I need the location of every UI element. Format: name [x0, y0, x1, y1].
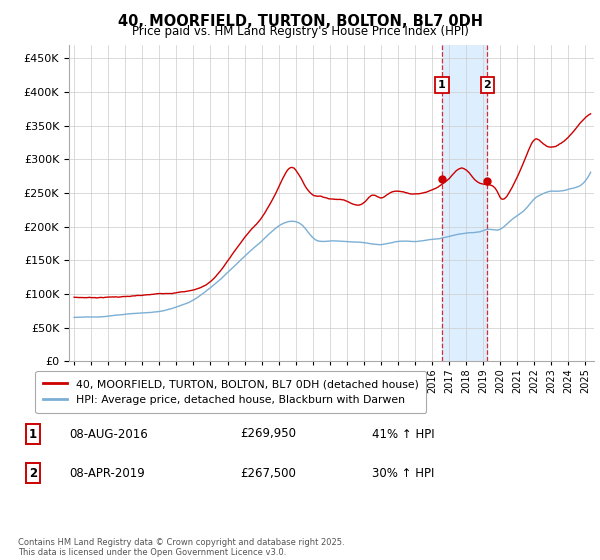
Text: £267,500: £267,500 [240, 466, 296, 480]
Text: £269,950: £269,950 [240, 427, 296, 441]
Text: 1: 1 [438, 80, 446, 90]
Legend: 40, MOORFIELD, TURTON, BOLTON, BL7 0DH (detached house), HPI: Average price, det: 40, MOORFIELD, TURTON, BOLTON, BL7 0DH (… [35, 371, 426, 413]
Bar [442, 45, 487, 361]
Text: 08-AUG-2016: 08-AUG-2016 [69, 427, 148, 441]
Text: 40, MOORFIELD, TURTON, BOLTON, BL7 0DH: 40, MOORFIELD, TURTON, BOLTON, BL7 0DH [118, 14, 482, 29]
Text: 1: 1 [29, 427, 37, 441]
Text: 30% ↑ HPI: 30% ↑ HPI [372, 466, 434, 480]
Text: Price paid vs. HM Land Registry's House Price Index (HPI): Price paid vs. HM Land Registry's House … [131, 25, 469, 38]
Text: 2: 2 [484, 80, 491, 90]
Text: 41% ↑ HPI: 41% ↑ HPI [372, 427, 434, 441]
Text: 08-APR-2019: 08-APR-2019 [69, 466, 145, 480]
Text: Contains HM Land Registry data © Crown copyright and database right 2025.
This d: Contains HM Land Registry data © Crown c… [18, 538, 344, 557]
Text: 2: 2 [29, 466, 37, 480]
